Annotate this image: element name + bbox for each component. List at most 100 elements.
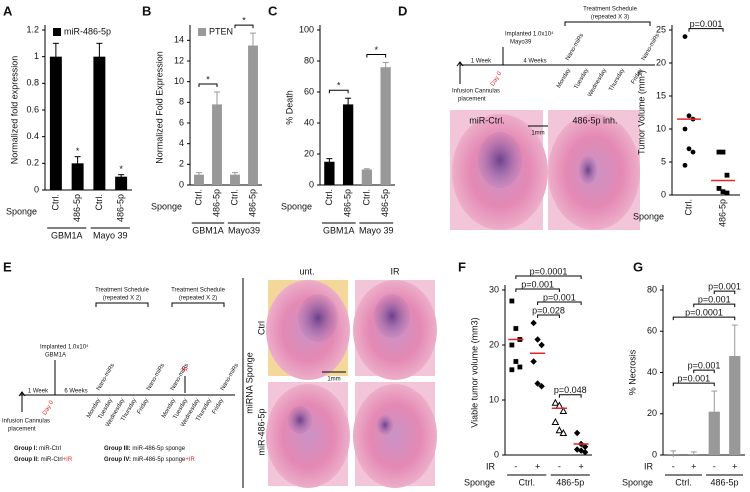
y-tick-label: 20 — [489, 339, 499, 349]
point — [509, 342, 515, 348]
point — [538, 383, 545, 390]
point — [690, 149, 696, 155]
row-label: miR-486-5p — [256, 408, 266, 455]
bracket-label: p=0.001 — [543, 292, 576, 302]
infusion: Infusion Cannulas — [2, 419, 50, 425]
y-tick-label: 10 — [489, 394, 499, 404]
bracket — [515, 288, 560, 292]
infusion: Infusion Cannulas — [452, 89, 500, 95]
point — [724, 190, 730, 196]
x-tick-label: Ctrl. — [229, 189, 239, 206]
y-tick-label: 0.8 — [26, 78, 39, 88]
point — [509, 367, 515, 373]
brain — [266, 384, 350, 488]
group-label: Ctrl. — [675, 477, 692, 487]
y-tick-label: 2 — [179, 159, 184, 169]
y-tick-label: 20 — [304, 148, 314, 158]
bar — [49, 56, 62, 190]
nano: Nano-miRs — [565, 33, 585, 62]
y-tick-label: 100 — [299, 24, 314, 34]
bar — [729, 356, 741, 455]
bracket — [171, 302, 225, 307]
y-axis-label: Tumor Volume (mm³) — [636, 70, 646, 155]
bracket-label: * — [374, 45, 378, 55]
x-tick-label: 486-5p — [717, 199, 727, 227]
day0: Day 0 — [490, 70, 503, 87]
x-axis-label: Sponge — [281, 201, 312, 211]
y-tick-label: 12 — [174, 55, 184, 65]
y-tick-label: 40 — [647, 367, 657, 377]
day-label: Tuesday — [574, 68, 591, 91]
y-tick-label: 0.4 — [26, 131, 39, 141]
x-tick-label: 486-5p — [72, 194, 82, 222]
group-label: GBM1A — [323, 225, 355, 235]
bracket — [328, 89, 349, 94]
brain — [353, 384, 437, 488]
x-tick-label: 486-5p — [247, 189, 257, 217]
x-axis-label: Sponge — [464, 477, 495, 487]
bracket — [713, 290, 736, 295]
cell-line: Mayo39 — [510, 40, 532, 46]
image-label: 486-5p inh. — [572, 115, 617, 125]
bracket — [198, 83, 218, 87]
point — [686, 146, 692, 152]
e-images: miRNA Sponge Ctrl miR-486-5p unt. IR 1mm — [242, 266, 437, 488]
group-line: Group I: miR-Ctrl — [14, 446, 61, 452]
point — [720, 149, 726, 155]
y-tick-label: 30 — [489, 284, 499, 294]
x-tick-label: Ctrl. — [683, 199, 693, 216]
bracket-label: * — [242, 15, 246, 25]
group-label: Group I: — [14, 446, 37, 452]
day-label: Wednesday — [587, 68, 608, 98]
panel-label: C — [268, 3, 278, 18]
x-tick-label: Ctrl. — [324, 189, 334, 206]
bracket-label: p=0.001 — [690, 19, 723, 29]
bracket-label: p=0.001 — [698, 294, 731, 304]
nano: Nano-miRs — [96, 363, 116, 392]
bracket — [95, 302, 149, 307]
tumor — [298, 294, 338, 342]
bracket-label: * — [206, 74, 210, 84]
y-tick-label: 0 — [179, 179, 184, 189]
x-tick-label: - — [713, 461, 716, 471]
bar — [342, 104, 354, 185]
weeks: 6 Weeks — [64, 389, 87, 395]
group-ir: +IR — [185, 457, 195, 463]
y-tick-label: 20 — [656, 57, 666, 67]
implanted: Implanted 1.0x10⁴ — [505, 31, 554, 38]
bracket — [537, 301, 582, 305]
bar — [324, 161, 335, 185]
bar — [71, 163, 84, 190]
bracket — [688, 28, 724, 32]
y-tick-label: 0 — [34, 184, 39, 194]
group-label: Group IV: — [104, 457, 131, 463]
legend-swatch — [198, 28, 206, 36]
scale: 1mm — [327, 377, 340, 383]
bracket — [693, 303, 736, 308]
y-tick-label: 10 — [174, 76, 184, 86]
x-tick-label: Ctrl. — [94, 194, 104, 211]
bracket-label: p=0.048 — [554, 385, 587, 395]
group-label: GBM1A — [192, 225, 224, 235]
point — [530, 358, 537, 365]
point — [720, 189, 726, 195]
schedule-repeat: (repeated X 2) — [179, 296, 217, 302]
point — [573, 429, 581, 437]
point — [716, 149, 722, 155]
row-label: Ctrl — [256, 321, 266, 335]
row-label: IR — [644, 461, 654, 471]
bracket — [234, 24, 254, 29]
bracket-label: p=0.001 — [708, 281, 741, 291]
bar — [708, 411, 720, 455]
x-tick-label: 486-5p — [343, 189, 353, 217]
y-tick-label: 0.2 — [26, 158, 39, 168]
bar — [93, 56, 106, 190]
x-tick-label: 486-5p — [380, 189, 390, 217]
y-tick-label: 0 — [309, 179, 314, 189]
bracket-label: p=0.0001 — [685, 307, 723, 317]
group-label: Mayo39 — [228, 225, 260, 235]
x-tick-label: + — [578, 461, 583, 471]
d-timeline: Treatment Schedule (repeated X 3) Implan… — [452, 7, 661, 103]
point — [534, 336, 541, 343]
group-label: Group II: — [14, 457, 39, 463]
